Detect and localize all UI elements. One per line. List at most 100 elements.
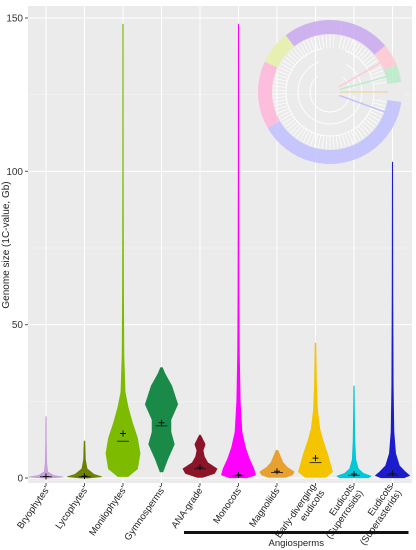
phylogeny-branch — [369, 110, 382, 118]
phylogeny-branch — [338, 134, 343, 148]
phylogeny-branch — [287, 53, 298, 63]
phylogeny-branch — [367, 113, 380, 121]
phylogeny-clade-ring — [258, 61, 280, 128]
mean-marker-8 — [351, 471, 357, 478]
x-tick-label: ANA-grade' — [169, 484, 206, 530]
y-tick-label: 0 — [17, 474, 23, 485]
violin-1 — [67, 440, 102, 479]
phylogeny-branch — [332, 135, 335, 149]
phylogeny-branch — [274, 102, 288, 107]
phylogeny-branch — [341, 37, 347, 50]
x-tick-label: Monocots' — [211, 484, 245, 526]
phylogeny-branch — [341, 134, 347, 147]
x-tick-label-line: Monocots' — [211, 484, 245, 526]
phylogeny-branch — [347, 39, 354, 52]
y-axis-label: Genome size (1C-value, Gb) — [1, 181, 12, 308]
phylogeny-branch — [366, 59, 378, 68]
phylogeny-branch — [325, 135, 328, 149]
y-tick-label: 100 — [6, 167, 23, 178]
violin-0 — [28, 416, 64, 479]
phylogeny-branch — [350, 130, 358, 143]
phylogeny-arc — [285, 48, 375, 137]
phylogeny-branch — [306, 39, 313, 52]
mean-marker-0 — [43, 473, 49, 480]
x-tick-label-line: Bryophytes' — [15, 484, 52, 531]
phylogeny-branch — [373, 99, 387, 103]
plot-background — [28, 6, 412, 483]
y-tick-label: 150 — [6, 14, 23, 25]
phylogeny-branch — [355, 127, 364, 139]
phylogeny-branch — [362, 121, 373, 131]
phylogeny-branch — [350, 41, 358, 54]
phylogeny-branch — [339, 94, 385, 113]
phylogeny-branch — [278, 110, 291, 118]
phylogeny-branch — [344, 38, 350, 51]
phylogeny-branch — [313, 134, 319, 147]
phylogeny-branch — [310, 38, 316, 51]
x-tick-label-line: Gymnosperms' — [122, 484, 168, 543]
phylogeny-branch — [371, 105, 385, 110]
phylogeny-branch — [282, 116, 294, 125]
phylogeny-branch — [317, 134, 322, 148]
phylogeny-branch — [321, 135, 325, 149]
phylogeny-branch — [290, 50, 300, 61]
phylogeny-clade-ring — [383, 65, 402, 84]
phylogeny-branch — [339, 76, 387, 91]
phylogeny-branch — [364, 56, 376, 66]
y-tick-label: 50 — [12, 320, 24, 331]
phylogeny-branch — [352, 43, 361, 55]
violin-5 — [221, 23, 256, 479]
phylogeny-branch — [296, 127, 305, 139]
phylogeny-branch — [273, 99, 287, 103]
phylogeny-branch — [313, 37, 319, 50]
phylogeny-branch — [280, 113, 293, 121]
x-tick-label: Gymnosperms' — [122, 484, 168, 543]
y-axis: 0 50 100 150 — [6, 14, 28, 485]
phylogeny-branch — [373, 81, 387, 85]
mean-marker-2 — [120, 430, 126, 437]
phylogeny-branch — [274, 77, 288, 82]
phylogeny-branch — [321, 35, 325, 49]
phylogeny-branch — [306, 132, 313, 145]
phylogeny-branch — [325, 35, 328, 49]
phylogeny-branch — [372, 77, 386, 82]
violin-3 — [144, 367, 179, 473]
mean-marker-1 — [81, 473, 88, 480]
phylogeny-branch — [335, 135, 339, 149]
phylogeny-branch — [299, 43, 308, 55]
x-axis: Bryophytes' Lycophytes'Monilophytes'Gymno… — [15, 482, 404, 548]
phylogeny-branch — [293, 48, 303, 59]
phylogeny-branch — [302, 41, 310, 54]
mean-marker-5 — [235, 471, 242, 478]
mean-marker-6 — [274, 468, 280, 475]
phylogeny-branch — [364, 118, 376, 128]
phylogeny-branch — [366, 116, 378, 125]
phylogeny-branch — [338, 62, 381, 88]
phylogeny-branch — [310, 133, 316, 146]
phylogeny-branch — [357, 125, 367, 136]
x-tick-label-line: Magnoliids' — [247, 484, 283, 529]
phylogeny-arc — [309, 76, 351, 113]
phylogeny-branch — [296, 45, 305, 57]
phylogeny-branch — [372, 102, 386, 107]
phylogeny-branch — [280, 63, 293, 71]
violin-7 — [298, 342, 333, 478]
mean-marker-7 — [312, 455, 319, 462]
phylogeny-branch — [273, 85, 287, 88]
violin-8 — [336, 385, 372, 479]
x-tick-label-line: Monilophytes' — [87, 484, 129, 538]
mean-marker-3 — [158, 419, 165, 426]
phylogeny-branch — [352, 129, 361, 141]
phylogeny-branch — [273, 81, 287, 85]
phylogeny-branch — [369, 66, 382, 74]
violin-4 — [182, 434, 218, 478]
phylogeny-branch — [278, 66, 291, 74]
phylogeny-branch — [338, 36, 343, 50]
mean-marker-4 — [197, 464, 203, 471]
phylogeny-branch — [360, 50, 370, 61]
phylogeny-clade-ring — [264, 35, 295, 68]
phylogeny-branch — [332, 35, 335, 49]
phylogeny-branch — [273, 96, 287, 99]
violin-2 — [105, 23, 141, 477]
